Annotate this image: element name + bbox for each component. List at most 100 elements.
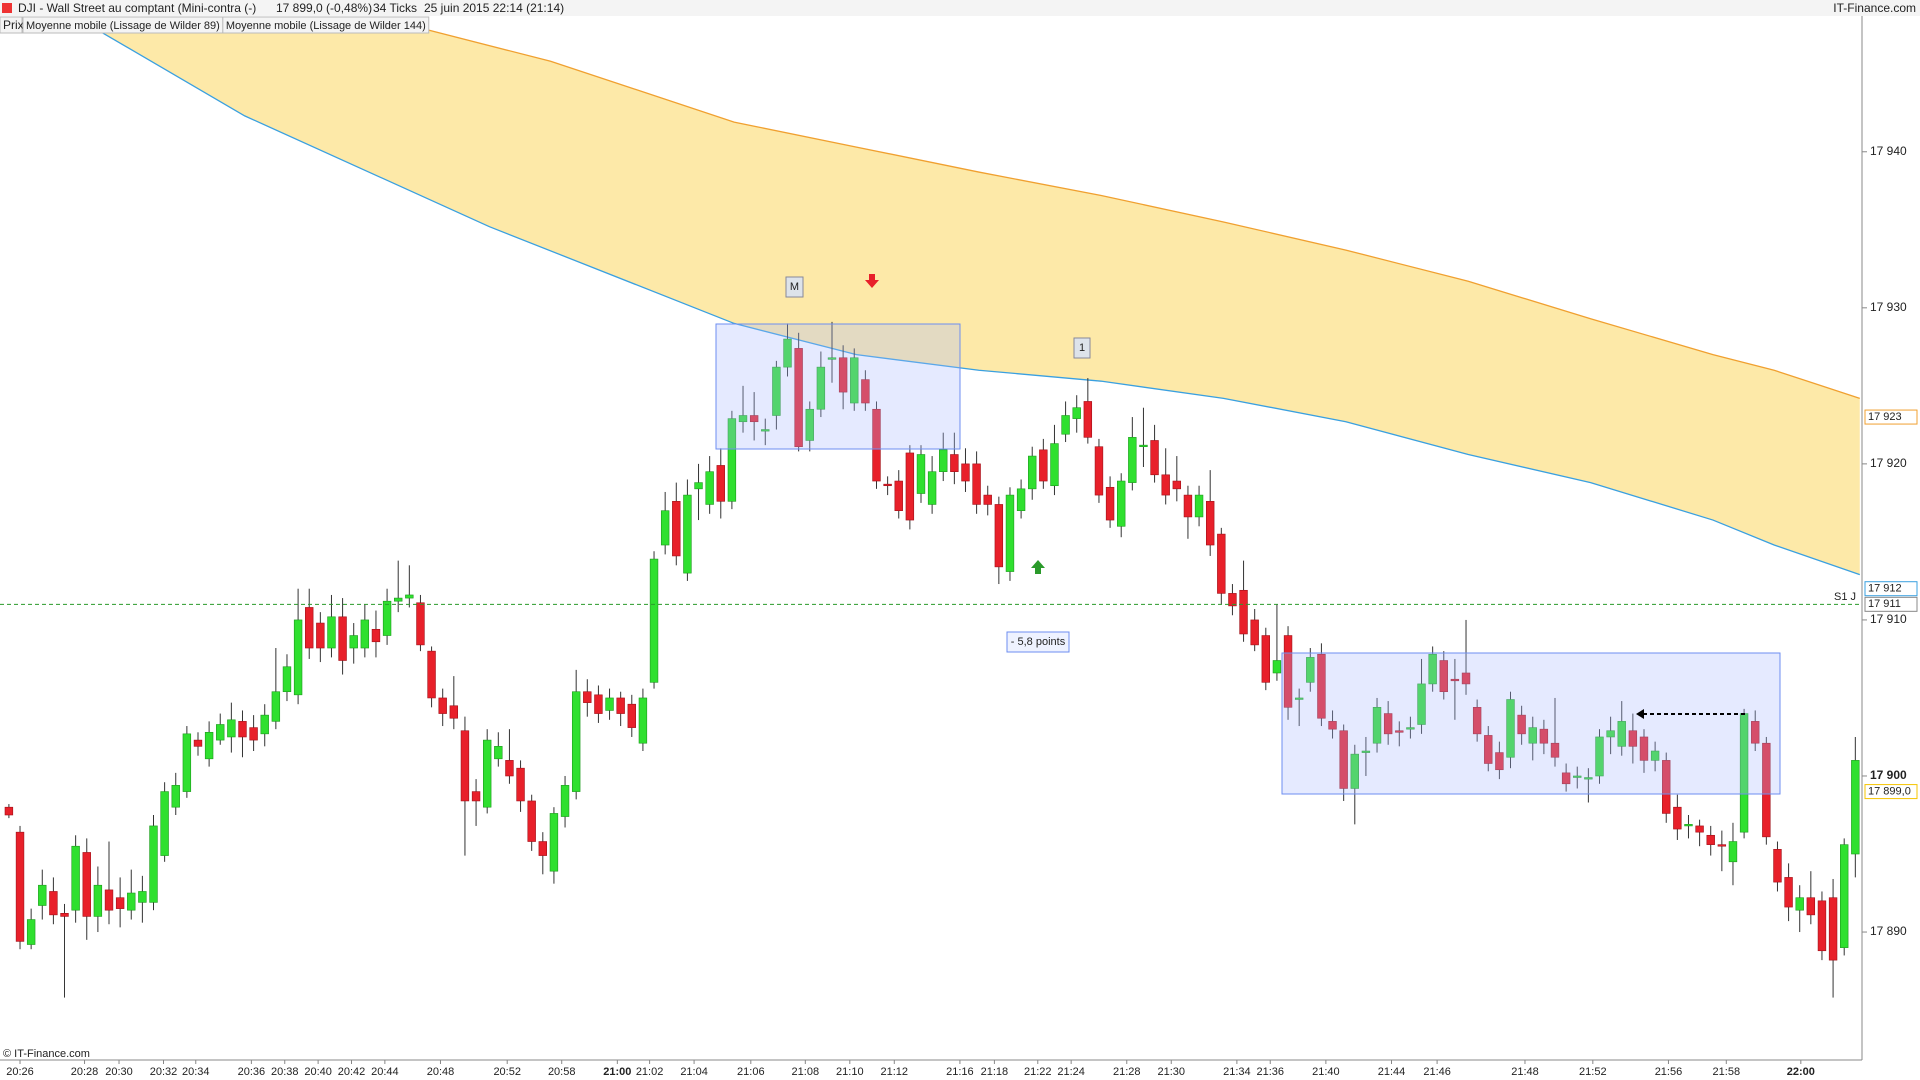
candle-body: [972, 463, 981, 505]
x-tick-label: 21:08: [792, 1066, 820, 1078]
candle-body: [416, 602, 425, 646]
y-tick-label: 17 940: [1870, 144, 1907, 158]
candle-body: [1450, 678, 1460, 682]
candle-body: [1484, 735, 1493, 764]
candle-body: [705, 471, 714, 505]
candle-body: [405, 594, 414, 599]
candle-body: [282, 666, 292, 693]
x-tick-label: 21:24: [1057, 1066, 1085, 1078]
x-tick-label: 21:40: [1312, 1066, 1340, 1078]
logo: [2, 3, 12, 13]
axis-tag-label: 17 911: [1868, 598, 1901, 610]
candle-body: [371, 628, 381, 643]
candle-body: [1550, 742, 1560, 758]
candle-body: [1039, 449, 1048, 482]
candle-body: [1728, 841, 1738, 863]
candle-body: [1561, 772, 1571, 785]
candle-body: [71, 845, 80, 911]
candle-body: [171, 785, 180, 808]
footer: © IT-Finance.com: [3, 1048, 90, 1060]
candle-body: [672, 501, 681, 557]
candle-body: [1161, 474, 1170, 496]
candle-body: [1428, 653, 1437, 685]
candle-body: [1673, 806, 1682, 830]
header-price: 17 899,0 (-0,48%): [276, 1, 372, 15]
candle-body: [850, 357, 859, 404]
x-tick-label: 21:28: [1113, 1066, 1141, 1078]
candle-body: [1183, 494, 1193, 518]
x-tick-label: 21:10: [836, 1066, 864, 1078]
candle-body: [527, 800, 536, 842]
candle-body: [160, 791, 169, 856]
axis-tag-box: [1864, 784, 1918, 800]
candle-body: [1706, 834, 1715, 845]
candle-body: [360, 619, 370, 649]
x-tick-label: 20:52: [493, 1066, 521, 1078]
candle-body: [794, 348, 803, 448]
candle-body: [516, 767, 525, 802]
x-tick-label: 21:16: [946, 1066, 974, 1078]
x-tick-label: 21:22: [1024, 1066, 1052, 1078]
candle-body: [1105, 486, 1115, 521]
candle-body: [638, 697, 648, 744]
candle-body: [115, 897, 125, 909]
x-tick-label: 21:44: [1378, 1066, 1406, 1078]
axis-tag-label: 17 912: [1868, 583, 1902, 595]
x-tick-label: 20:32: [150, 1066, 178, 1078]
marker-box: [1073, 337, 1091, 359]
candle-body: [1773, 849, 1782, 883]
candle-body: [1072, 407, 1081, 419]
header-brand: IT-Finance.com: [1833, 1, 1916, 15]
candle-body: [1573, 775, 1582, 778]
candle-body: [49, 891, 58, 916]
candle-body: [482, 739, 492, 808]
candle-body: [1194, 494, 1204, 518]
candle-body: [394, 597, 403, 602]
candle-body: [1361, 750, 1371, 753]
candle-body: [1684, 824, 1693, 827]
candle-body: [961, 463, 970, 482]
x-tick-label: 22:00: [1787, 1066, 1815, 1078]
candle-body: [182, 733, 192, 792]
candle-body: [761, 429, 770, 432]
axis-tag-label: 17 923: [1868, 411, 1902, 423]
candle-body: [1339, 730, 1348, 789]
candle-body: [427, 650, 436, 699]
candle-body: [694, 482, 703, 490]
candle-body: [1584, 777, 1593, 780]
candle-body: [1383, 713, 1393, 735]
candle-body: [749, 415, 759, 423]
x-tick-label: 21:06: [737, 1066, 765, 1078]
x-tick-label: 20:40: [304, 1066, 332, 1078]
x-tick-label: 20:30: [105, 1066, 133, 1078]
candle-body: [872, 408, 881, 482]
candle-body: [1016, 488, 1026, 511]
x-tick-label: 21:34: [1223, 1066, 1251, 1078]
candle-body: [505, 760, 514, 777]
candle-body: [227, 719, 236, 738]
axis-tag-box: [1864, 409, 1918, 425]
candle-body: [827, 357, 837, 360]
candle-body: [1851, 760, 1860, 855]
candle-body: [1117, 480, 1126, 527]
candle-body: [1172, 480, 1182, 490]
x-tick-label: 20:58: [548, 1066, 576, 1078]
x-tick-label: 20:28: [71, 1066, 99, 1078]
candle-body: [1606, 730, 1615, 738]
candle-body: [1217, 533, 1226, 594]
candle-body: [1395, 730, 1404, 733]
candle-body: [1528, 727, 1537, 744]
candle-body: [583, 691, 592, 703]
candle-body: [1417, 683, 1426, 725]
plot: [4, 26, 1860, 998]
legend-entry: Moyenne mobile (Lissage de Wilder 144): [226, 20, 426, 32]
candle-body: [1005, 494, 1015, 572]
marker-m: M: [790, 281, 799, 293]
candle-body: [1717, 844, 1727, 847]
candle-body: [1762, 742, 1771, 838]
candle-body: [1283, 635, 1293, 708]
candle-body: [271, 691, 281, 722]
candle-body: [1261, 635, 1270, 683]
y-tick-label: 17 920: [1870, 456, 1907, 470]
